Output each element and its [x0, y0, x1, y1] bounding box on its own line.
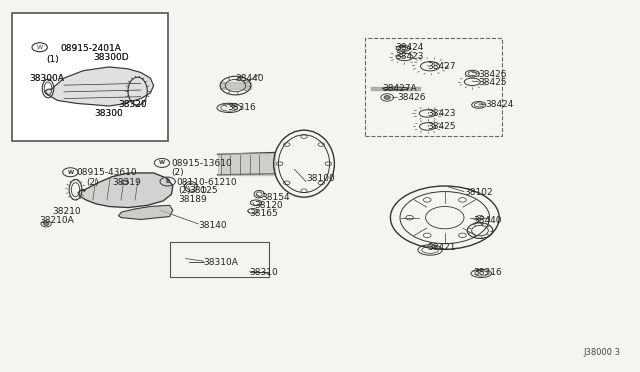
- Text: W: W: [159, 160, 165, 166]
- Text: 38426: 38426: [397, 93, 426, 102]
- Circle shape: [44, 222, 49, 225]
- Text: 08915-2401A: 08915-2401A: [61, 44, 122, 53]
- Text: 38320: 38320: [118, 100, 147, 109]
- Text: 38423: 38423: [396, 52, 424, 61]
- Text: 38426: 38426: [479, 70, 508, 79]
- Text: 38310: 38310: [250, 268, 278, 277]
- Text: 38140: 38140: [198, 221, 227, 230]
- Text: 38300A: 38300A: [29, 74, 63, 83]
- Text: W: W: [36, 45, 43, 50]
- Text: 38425: 38425: [428, 122, 456, 131]
- Text: 38189: 38189: [178, 195, 207, 203]
- Text: 38319: 38319: [112, 178, 141, 187]
- Text: 38100: 38100: [306, 174, 335, 183]
- Text: 38421: 38421: [428, 243, 456, 252]
- Text: J38000 3: J38000 3: [584, 348, 621, 357]
- Text: 38424: 38424: [485, 100, 513, 109]
- Text: (1): (1): [46, 55, 59, 64]
- Polygon shape: [118, 205, 173, 219]
- Text: 38300D: 38300D: [93, 53, 129, 62]
- Text: 38440: 38440: [474, 216, 502, 225]
- Text: 08915-2401A: 08915-2401A: [61, 44, 122, 53]
- Text: 38300D: 38300D: [93, 53, 129, 62]
- Text: 38300A: 38300A: [29, 74, 63, 83]
- Text: 08110-61210: 08110-61210: [176, 178, 237, 187]
- Text: 38320: 38320: [118, 100, 147, 109]
- Polygon shape: [45, 67, 154, 106]
- Text: 38316: 38316: [474, 268, 502, 277]
- Text: 38154: 38154: [261, 193, 290, 202]
- Text: 38300: 38300: [95, 109, 124, 118]
- Bar: [218, 153, 275, 175]
- Bar: [12, 13, 168, 141]
- Text: 38120: 38120: [255, 201, 284, 210]
- Text: 38310A: 38310A: [204, 258, 238, 267]
- Text: B: B: [166, 179, 170, 184]
- Text: 38102: 38102: [464, 188, 493, 197]
- Text: (2): (2): [172, 169, 184, 177]
- Circle shape: [384, 96, 390, 99]
- Text: (2): (2): [86, 178, 99, 187]
- Text: 38125: 38125: [189, 186, 218, 195]
- Text: (1): (1): [46, 55, 59, 64]
- Text: 38300: 38300: [95, 109, 124, 118]
- Text: 38440: 38440: [236, 74, 264, 83]
- Text: 38424: 38424: [396, 43, 424, 52]
- Bar: [365, 38, 502, 136]
- Text: 38427A: 38427A: [383, 84, 417, 93]
- Polygon shape: [220, 82, 251, 89]
- Text: 38210A: 38210A: [40, 216, 74, 225]
- Text: 38210: 38210: [52, 207, 81, 216]
- Bar: [170, 242, 269, 277]
- Text: 38425: 38425: [479, 78, 508, 87]
- Text: 08915-13610: 08915-13610: [172, 159, 232, 168]
- Text: 38427: 38427: [428, 62, 456, 71]
- Text: 08915-43610: 08915-43610: [77, 169, 138, 177]
- Text: W: W: [67, 170, 74, 175]
- Text: 38165: 38165: [250, 209, 278, 218]
- Polygon shape: [371, 87, 420, 90]
- Text: 38316: 38316: [227, 103, 256, 112]
- Polygon shape: [78, 173, 173, 208]
- Text: (2): (2): [178, 186, 191, 195]
- Text: 38423: 38423: [428, 109, 456, 118]
